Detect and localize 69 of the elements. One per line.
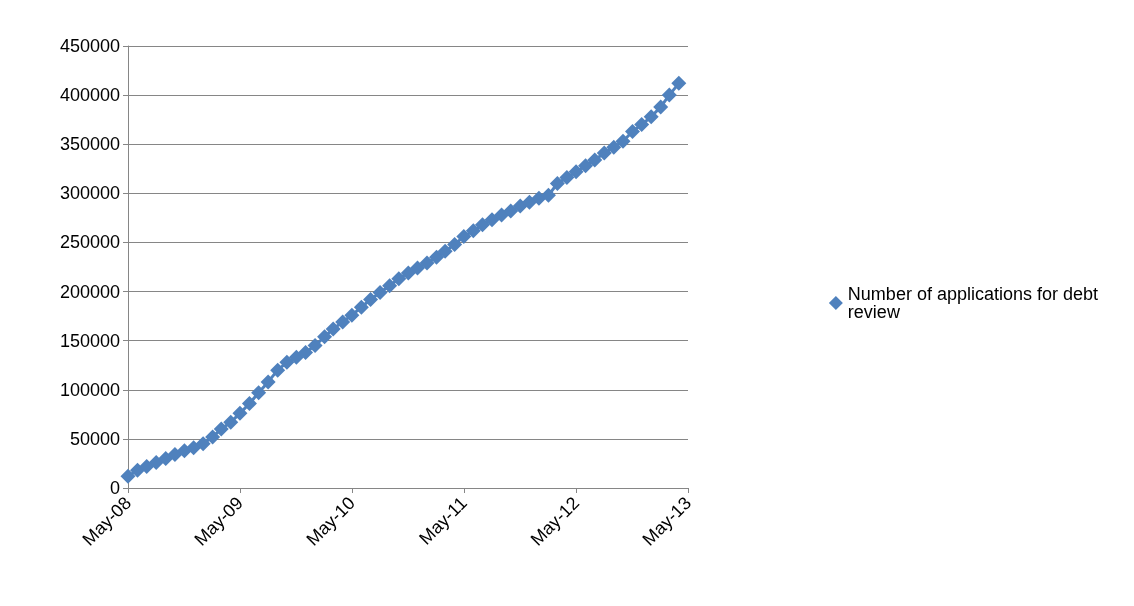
point <box>167 447 183 463</box>
point <box>661 87 677 103</box>
point <box>139 458 155 474</box>
point <box>186 440 202 456</box>
point <box>596 145 612 161</box>
point <box>512 198 528 214</box>
y-tick-label: 450000 <box>59 36 120 56</box>
point <box>279 354 295 370</box>
point <box>634 117 650 133</box>
point <box>521 194 537 210</box>
point <box>307 338 323 354</box>
point <box>494 207 510 223</box>
point <box>223 414 239 430</box>
point <box>270 362 286 378</box>
point <box>624 123 640 139</box>
point <box>353 299 369 315</box>
point <box>559 170 575 186</box>
point <box>344 307 360 323</box>
point <box>325 321 341 337</box>
point <box>298 344 314 360</box>
point <box>148 454 164 470</box>
point <box>606 139 622 155</box>
point <box>205 429 221 445</box>
point <box>475 217 491 233</box>
point <box>437 243 453 259</box>
y-tick-label: 300000 <box>59 183 120 204</box>
point <box>363 291 379 307</box>
point <box>578 158 594 174</box>
y-tick-label: 200000 <box>59 281 120 302</box>
y-tick-label: 350000 <box>59 134 120 155</box>
point <box>587 152 603 168</box>
point <box>447 236 463 252</box>
point <box>391 271 407 287</box>
y-tick-label: 50000 <box>69 428 120 449</box>
y-tick-label: 100000 <box>59 379 120 400</box>
point <box>120 468 136 484</box>
point <box>317 329 333 345</box>
legend-label: Number of applications for debt review <box>847 284 1103 322</box>
y-tick-label: 150000 <box>59 330 120 351</box>
point <box>653 99 669 115</box>
point <box>540 187 556 203</box>
point <box>213 421 229 437</box>
point <box>372 285 388 301</box>
y-tick-label: 250000 <box>59 232 120 253</box>
y-tick-label: 0 <box>109 478 120 498</box>
point <box>260 374 276 390</box>
y-tick-label: 400000 <box>59 85 120 106</box>
point <box>410 260 426 276</box>
point <box>429 249 445 265</box>
point <box>382 278 398 294</box>
point <box>456 229 472 245</box>
point <box>335 314 351 330</box>
point <box>465 223 481 239</box>
point <box>549 176 565 192</box>
point <box>195 436 211 452</box>
point <box>419 255 435 271</box>
point <box>400 265 416 281</box>
point <box>288 349 304 365</box>
point <box>484 212 500 228</box>
point <box>671 75 687 91</box>
point <box>241 396 257 412</box>
point <box>130 462 146 478</box>
point <box>232 405 248 421</box>
point <box>158 451 174 467</box>
point <box>568 164 584 180</box>
point <box>643 109 659 125</box>
point <box>615 133 631 149</box>
point <box>251 385 267 401</box>
point <box>503 203 519 219</box>
